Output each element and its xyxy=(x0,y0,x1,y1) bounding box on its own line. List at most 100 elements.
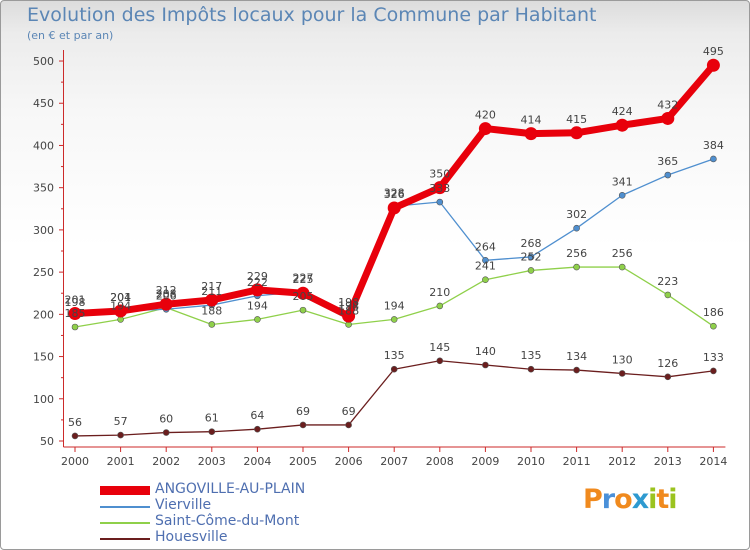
data-label-1: 341 xyxy=(612,175,633,188)
data-label-1: 206 xyxy=(156,289,177,302)
data-label-2: 185 xyxy=(65,307,86,320)
data-point-3 xyxy=(208,428,216,436)
data-label-0: 229 xyxy=(247,270,268,283)
legend-label: Houesville xyxy=(155,529,228,545)
legend-label: ANGOVILLE-AU-PLAIN xyxy=(155,481,306,497)
x-tick-label: 2010 xyxy=(517,455,545,468)
data-point-1 xyxy=(436,198,444,206)
y-tick-label: 500 xyxy=(33,55,54,68)
data-label-3: 135 xyxy=(521,349,542,362)
logo-letter: o xyxy=(614,484,633,515)
data-point-2 xyxy=(390,316,398,323)
data-label-1: 194 xyxy=(338,299,359,312)
data-label-0: 415 xyxy=(566,113,587,126)
data-label-0: 350 xyxy=(429,168,450,181)
data-label-3: 140 xyxy=(475,345,496,358)
data-label-1: 227 xyxy=(293,272,314,285)
legend-label: Saint-Côme-du-Mont xyxy=(155,513,300,529)
legend-swatch xyxy=(100,538,150,540)
data-label-0: 204 xyxy=(110,291,131,304)
data-label-2: 241 xyxy=(475,260,496,273)
data-label-0: 414 xyxy=(521,114,542,127)
data-point-1 xyxy=(664,171,672,179)
data-label-3: 145 xyxy=(429,341,450,354)
data-label-3: 57 xyxy=(114,415,128,428)
x-tick-label: 2004 xyxy=(243,455,271,468)
data-label-1: 201 xyxy=(110,291,131,304)
data-label-2: 194 xyxy=(110,299,131,312)
data-label-3: 64 xyxy=(250,409,264,422)
x-tick-label: 2013 xyxy=(654,455,682,468)
data-label-3: 126 xyxy=(657,357,678,370)
data-label-3: 130 xyxy=(612,353,633,366)
data-label-1: 264 xyxy=(475,240,496,253)
proxiti-logo: Proxiti xyxy=(583,484,678,515)
logo-letter: r xyxy=(601,484,615,515)
data-point-2 xyxy=(573,263,580,271)
data-point-0 xyxy=(570,126,584,140)
logo-letter: i xyxy=(668,484,677,515)
y-tick-label: 250 xyxy=(33,266,54,279)
y-tick-label: 350 xyxy=(33,182,54,195)
x-tick-label: 2002 xyxy=(152,455,180,468)
data-point-0 xyxy=(114,304,128,318)
x-tick-label: 2006 xyxy=(335,455,363,468)
data-label-0: 198 xyxy=(338,296,359,309)
data-point-2 xyxy=(208,321,216,328)
data-point-2 xyxy=(618,263,626,271)
data-point-0 xyxy=(661,111,675,125)
chart-title: Evolution des Impôts locaux pour la Comm… xyxy=(27,4,597,26)
data-label-2: 223 xyxy=(657,275,678,288)
data-point-2 xyxy=(482,276,489,284)
data-label-3: 133 xyxy=(703,351,724,364)
data-point-3 xyxy=(71,432,79,440)
logo-letter: P xyxy=(583,484,603,515)
data-point-3 xyxy=(573,366,580,374)
data-point-2 xyxy=(527,267,535,274)
data-label-1: 328 xyxy=(384,186,405,199)
x-tick-label: 2008 xyxy=(426,455,454,468)
data-label-3: 134 xyxy=(566,350,587,363)
data-point-0 xyxy=(433,181,447,195)
data-point-3 xyxy=(254,425,261,433)
chart-subtitle: (en € et par an) xyxy=(27,29,114,42)
data-label-2: 194 xyxy=(247,299,268,312)
data-point-3 xyxy=(299,421,307,429)
data-label-0: 326 xyxy=(384,188,405,201)
y-tick-label: 400 xyxy=(33,139,54,152)
data-label-2: 188 xyxy=(338,304,359,317)
data-label-1: 333 xyxy=(429,182,450,195)
data-label-2: 188 xyxy=(201,304,222,317)
data-point-2 xyxy=(254,316,261,323)
data-point-1 xyxy=(618,191,626,199)
data-label-2: 194 xyxy=(384,299,405,312)
logo-letter: i xyxy=(648,484,657,515)
y-tick-label: 300 xyxy=(33,224,54,237)
data-point-3 xyxy=(527,365,535,373)
y-tick-label: 450 xyxy=(33,97,54,110)
x-tick-label: 2007 xyxy=(380,455,408,468)
data-point-3 xyxy=(482,361,489,369)
data-label-1: 302 xyxy=(566,208,587,221)
data-point-0 xyxy=(159,297,173,311)
data-point-1 xyxy=(710,155,717,163)
data-label-0: 217 xyxy=(201,280,222,293)
data-label-1: 365 xyxy=(657,155,678,168)
data-label-0: 432 xyxy=(657,98,678,111)
legend-swatch xyxy=(100,522,150,524)
data-point-3 xyxy=(345,421,352,429)
data-label-2: 256 xyxy=(612,247,633,260)
x-tick-label: 2003 xyxy=(198,455,226,468)
data-point-0 xyxy=(387,201,401,215)
x-tick-label: 2012 xyxy=(608,455,636,468)
data-point-0 xyxy=(205,293,219,307)
legend-swatch xyxy=(100,486,150,495)
data-label-0: 225 xyxy=(293,273,314,286)
data-label-2: 186 xyxy=(703,306,724,319)
data-label-2: 256 xyxy=(566,247,587,260)
data-label-2: 252 xyxy=(521,250,542,263)
data-label-0: 495 xyxy=(703,45,724,58)
x-tick-label: 2001 xyxy=(107,455,135,468)
data-point-2 xyxy=(710,322,717,330)
